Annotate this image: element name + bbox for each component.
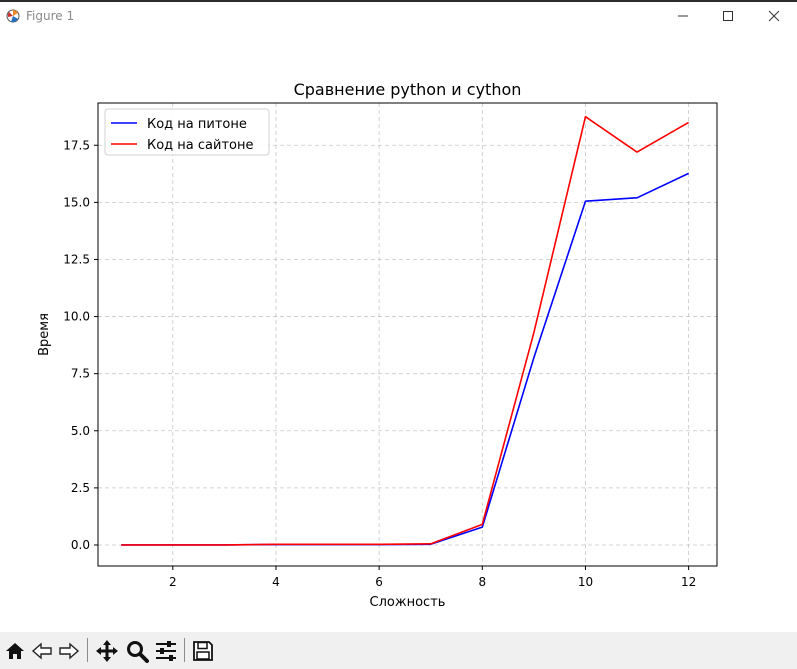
forward-button[interactable] bbox=[56, 638, 82, 664]
y-tick-label: 12.5 bbox=[63, 252, 90, 266]
taskbar-strip bbox=[0, 0, 797, 2]
x-tick-label: 10 bbox=[578, 575, 593, 589]
x-tick-label: 8 bbox=[478, 575, 486, 589]
save-icon bbox=[193, 641, 213, 661]
x-tick-label: 4 bbox=[272, 575, 280, 589]
x-tick-label: 6 bbox=[375, 575, 383, 589]
y-tick-label: 2.5 bbox=[71, 481, 90, 495]
x-tick-label: 2 bbox=[169, 575, 177, 589]
axes-frame bbox=[97, 102, 718, 567]
y-axis-label: Время bbox=[37, 313, 52, 356]
chart-title: Сравнение python и cython bbox=[294, 80, 522, 99]
legend-box bbox=[104, 108, 270, 156]
window-title: Figure 1 bbox=[26, 9, 75, 23]
figure-canvas[interactable]: 2 4 6 8 10 12 0.0 2.5 5.0 7.5 10.0 12.5 15.0 17.5 Сра… bbox=[0, 33, 797, 632]
line-chart: 2 4 6 8 10 12 0.0 2.5 5.0 7.5 10.0 12.5 15.0 17.5 Сра… bbox=[37, 80, 718, 610]
y-tick-label: 15.0 bbox=[63, 195, 90, 209]
toolbar-separator bbox=[87, 638, 88, 662]
save-button[interactable] bbox=[190, 638, 216, 664]
back-button[interactable] bbox=[29, 638, 55, 664]
y-tick-label: 0.0 bbox=[71, 538, 90, 552]
navigation-toolbar bbox=[0, 632, 797, 669]
maximize-button[interactable] bbox=[705, 0, 751, 32]
legend-label: Код на сайтоне bbox=[147, 138, 254, 153]
pan-icon bbox=[96, 640, 118, 662]
zoom-button[interactable] bbox=[124, 638, 150, 664]
series-line bbox=[121, 172, 689, 546]
y-tick-label: 10.0 bbox=[63, 310, 90, 324]
forward-arrow-icon bbox=[59, 642, 80, 660]
back-arrow-icon bbox=[31, 642, 52, 660]
close-icon bbox=[768, 10, 780, 22]
x-axis-label: Сложность bbox=[370, 595, 446, 610]
y-tick-label: 5.0 bbox=[71, 424, 90, 438]
y-tick-label: 7.5 bbox=[71, 367, 90, 381]
home-button[interactable] bbox=[2, 638, 28, 664]
legend-label: Код на питоне bbox=[147, 117, 247, 132]
configure-subplots-button[interactable] bbox=[153, 638, 179, 664]
minimize-icon bbox=[678, 15, 688, 17]
pan-button[interactable] bbox=[94, 638, 120, 664]
x-tick-label: 12 bbox=[681, 575, 696, 589]
matplotlib-app-icon bbox=[6, 9, 20, 23]
configure-subplots-icon bbox=[156, 641, 176, 661]
home-icon bbox=[6, 643, 24, 659]
series-line bbox=[121, 115, 690, 546]
toolbar-separator bbox=[184, 638, 185, 662]
legend: Код на питоне Код на сайтоне bbox=[104, 108, 270, 156]
window-titlebar: Figure 1 bbox=[0, 0, 797, 33]
zoom-icon bbox=[127, 641, 149, 663]
y-tick-label: 17.5 bbox=[63, 138, 90, 152]
minimize-button[interactable] bbox=[660, 0, 706, 32]
close-button[interactable] bbox=[751, 0, 797, 32]
maximize-icon bbox=[723, 11, 733, 21]
